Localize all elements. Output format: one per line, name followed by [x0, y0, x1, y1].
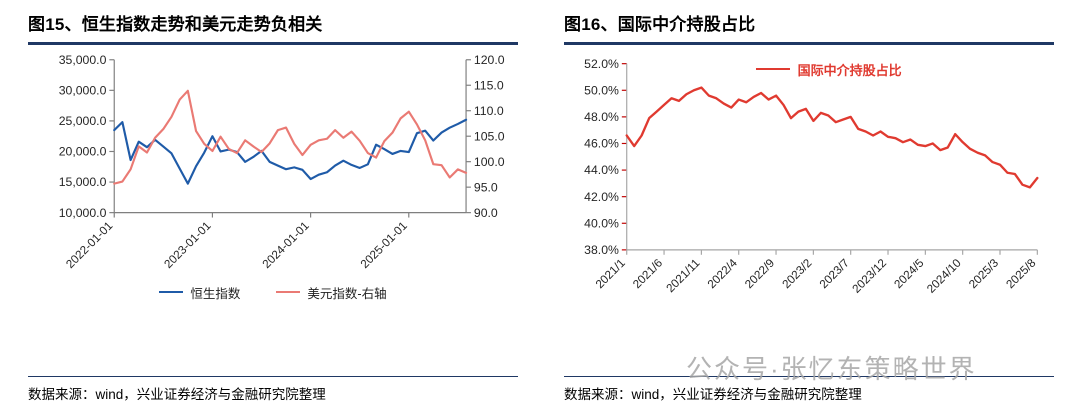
y2-axis-tick-label: 95.0	[474, 180, 498, 194]
y-axis-tick-label: 20,000.0	[59, 144, 107, 158]
figure-16-title: 图16、国际中介持股占比	[564, 15, 756, 34]
intermediary-line-swatch-icon	[755, 67, 790, 71]
y2-axis-tick-label: 90.0	[474, 205, 498, 219]
series-line	[625, 85, 1039, 189]
y-axis-tick-label: 38.0%	[584, 242, 619, 256]
figure-16-spacer	[564, 314, 1054, 375]
y-axis-tick-label: 35,000.0	[59, 52, 107, 66]
x-axis-tick-label: 2025/8	[1004, 256, 1039, 291]
x-axis-tick-label: 2021/6	[631, 256, 666, 291]
y-axis-tick-label: 42.0%	[584, 189, 619, 203]
y-axis-tick-label: 30,000.0	[59, 83, 107, 97]
intermediary-chart-wrap: 38.0% 40.0% 42.0% 44.0% 46.0% 48.0% 50.0% 52.0%…	[564, 48, 1054, 315]
intermediary-line-chart: 38.0% 40.0% 42.0% 44.0% 46.0% 48.0% 50.0% 52.0%…	[584, 56, 1039, 296]
x-axis-tick-label: 2023/12	[850, 256, 889, 295]
y2-axis-tick-label: 105.0	[474, 129, 505, 143]
y-axis-tick-label: 40.0%	[584, 216, 619, 230]
y-axis-tick-label: 25,000.0	[59, 114, 107, 128]
x-axis-tick-label: 2024-01-01	[260, 219, 312, 271]
figure-16-title-rule	[564, 42, 1054, 45]
y-axis-tick-label: 15,000.0	[59, 175, 107, 189]
dxy-line-swatch-icon	[276, 290, 301, 294]
hsi-line-swatch-icon	[159, 290, 184, 294]
legend-label-dxy: 美元指数-右轴	[307, 286, 387, 301]
x-axis-tick-label: 2024/5	[892, 256, 927, 291]
figure-15-legend: 恒生指数 美元指数-右轴	[28, 283, 518, 302]
figure-16-source-rule	[564, 375, 1054, 377]
x-axis-tick-label: 2025/3	[967, 256, 1002, 291]
figure-15-source-rule	[28, 375, 518, 377]
y-axis-tick-label: 10,000.0	[59, 205, 107, 219]
legend-item-dxy: 美元指数-右轴	[276, 283, 387, 302]
figure-15-title: 图15、恒生指数走势和美元走势负相关	[28, 15, 323, 34]
x-axis-tick-label: 2022/4	[705, 256, 740, 291]
series-line	[113, 89, 468, 185]
figure-16-legend: 国际中介持股占比	[755, 60, 902, 79]
legend-item-hsi: 恒生指数	[159, 283, 240, 302]
y-axis-tick-label: 52.0%	[584, 56, 619, 70]
x-axis-tick-label: 2025-01-01	[358, 219, 410, 271]
x-axis-tick-label: 2022-01-01	[64, 219, 116, 271]
y2-axis-tick-label: 115.0	[474, 78, 504, 92]
x-axis-tick-label: 2023-01-01	[162, 219, 214, 271]
x-axis-tick-label: 2022/9	[743, 256, 778, 291]
y2-axis-tick-label: 110.0	[474, 103, 504, 117]
series-line	[113, 118, 468, 185]
legend-label-intermediary: 国际中介持股占比	[797, 62, 902, 78]
figure-15-title-rule	[28, 42, 518, 45]
x-axis-tick-label: 2023/7	[817, 256, 852, 291]
figure-16-source: 数据来源：wind，兴业证券经济与金融研究院整理	[564, 387, 862, 402]
y-axis-tick-label: 50.0%	[584, 83, 619, 97]
x-axis-tick-label: 2023/2	[780, 256, 815, 291]
x-axis-tick-label: 2021/11	[664, 256, 703, 295]
hsi-dxy-chart-wrap: 10,000.0 15,000.0 20,000.0 25,000.0 30,000.0…	[28, 48, 518, 293]
legend-label-hsi: 恒生指数	[190, 286, 241, 301]
x-axis-tick-label: 2024/10	[925, 256, 965, 296]
y-axis-tick-label: 48.0%	[584, 109, 619, 123]
figure-15-panel: 图15、恒生指数走势和美元走势负相关 10,000.0 15,000.0 20,00…	[28, 10, 518, 403]
hsi-dxy-line-chart: 10,000.0 15,000.0 20,000.0 25,000.0 30,000.0…	[59, 52, 505, 271]
y-axis-tick-label: 44.0%	[584, 163, 619, 177]
y-axis-tick-label: 46.0%	[584, 136, 619, 150]
figure-16-panel: 图16、国际中介持股占比 38.0% 40.0% 42.0% 44.0% 46.0% 48…	[564, 10, 1054, 403]
y2-axis-tick-label: 100.0	[474, 154, 505, 168]
x-axis-tick-label: 2021/1	[593, 256, 628, 291]
figure-15-spacer	[28, 302, 518, 376]
y2-axis-tick-label: 120.0	[474, 52, 505, 66]
figure-15-source: 数据来源：wind，兴业证券经济与金融研究院整理	[28, 387, 326, 402]
